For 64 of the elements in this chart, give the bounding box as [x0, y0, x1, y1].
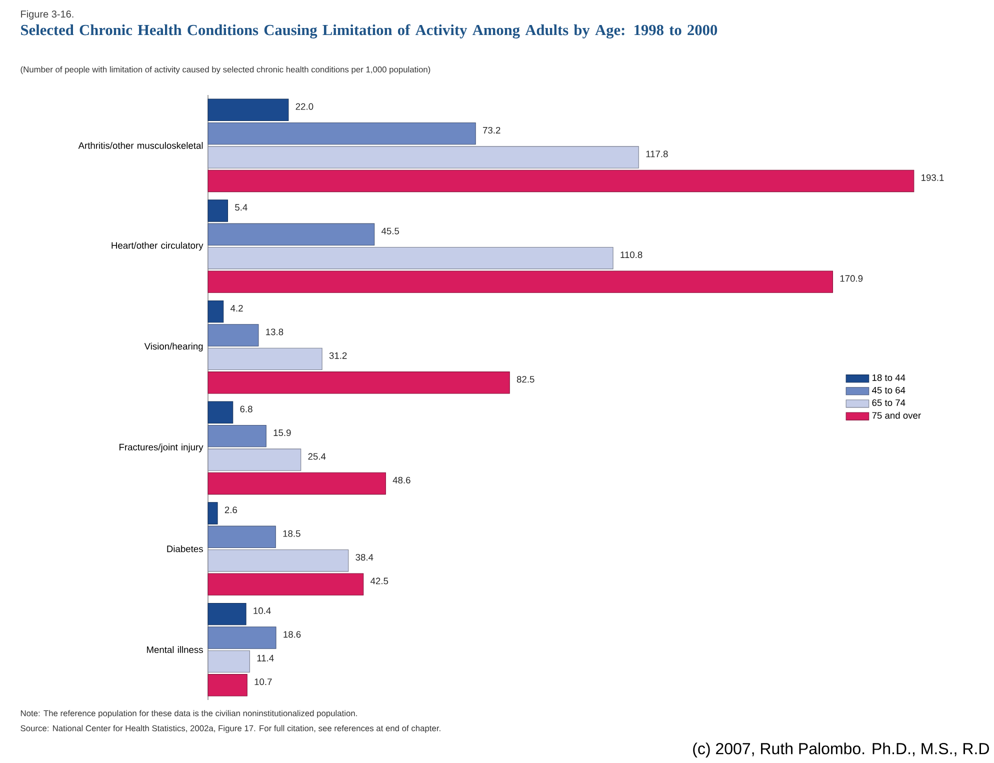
y-tick-label: Arthritis/other musculoskeletal [78, 142, 203, 149]
data-label: 117.8 [646, 150, 668, 158]
bar [208, 650, 250, 673]
data-label: 4.2 [230, 304, 243, 312]
data-label: 170.9 [840, 275, 863, 282]
data-label: 82.5 [516, 376, 534, 383]
text: (c) 2007, Ruth Palombo. Ph.D., M.S., R.D [693, 742, 989, 758]
source-note: Source: National Center for Health Statistics, 2002a, Figure 17. For full citation, see references at end of chapter. [20, 725, 440, 733]
bar [208, 372, 510, 394]
bar [208, 602, 246, 626]
y-tick-label: Mental illness [147, 646, 203, 654]
bar [208, 122, 476, 145]
bar [208, 300, 224, 323]
bar [208, 424, 266, 448]
data-label: 5.4 [235, 204, 248, 211]
data-label: 11.4 [257, 654, 274, 662]
bar [208, 200, 228, 222]
bar [208, 448, 302, 471]
legend-label: 75 and over [872, 412, 921, 419]
y-tick-label: Heart/other circulatory [112, 242, 204, 251]
bar [208, 98, 289, 121]
data-label: 48.6 [392, 476, 410, 484]
data-label: 18.5 [283, 530, 300, 537]
bar [208, 401, 234, 424]
bar [208, 170, 914, 192]
data-label: 18.6 [284, 631, 301, 638]
bar [208, 526, 276, 548]
data-label: 110.8 [620, 251, 642, 258]
bar [208, 626, 276, 649]
data-label: 31.2 [329, 352, 347, 359]
bar [208, 146, 639, 168]
bar [208, 223, 375, 246]
bar [208, 348, 322, 370]
data-label: 6.8 [240, 406, 252, 412]
legend-label: 65 to 74 [872, 399, 906, 406]
data-label: 25.4 [308, 453, 326, 460]
bar [208, 246, 614, 270]
data-label: 45.5 [381, 228, 400, 234]
bar [208, 573, 364, 596]
caption: Figure 3-16. [21, 10, 74, 20]
bar [208, 472, 386, 495]
data-label: 15.9 [274, 429, 291, 436]
data-label: 2.6 [224, 506, 237, 514]
bar [208, 270, 834, 293]
chart-title: Selected Chronic Health Conditions Causing Limitation of Activity Among Adults by Age: 1998 to 2000 [21, 24, 718, 38]
data-label: 193.1 [922, 174, 944, 181]
data-label: 73.2 [483, 126, 500, 134]
y-tick-label: Diabetes [167, 545, 203, 552]
y-tick-label: Vision/hearing [144, 342, 203, 352]
legend-label: 18 to 44 [872, 374, 906, 381]
data-label: 10.7 [254, 678, 272, 686]
data-label: 42.5 [370, 578, 388, 584]
data-label: 10.4 [254, 607, 271, 614]
data-label: 13.8 [266, 328, 284, 336]
bar [208, 324, 259, 346]
legend-label: 45 to 64 [872, 386, 906, 394]
y-tick-label: Fractures/joint injury [120, 444, 204, 452]
bar [208, 674, 248, 696]
text: Note: The reference population for these data is the civilian noninstitutionalized population. [20, 710, 357, 718]
bar [208, 549, 349, 572]
chart-subtitle: (Number of people with limitation of activity caused by selected chronic health conditions per 1,000 population) [20, 66, 430, 74]
data-label: 22.0 [296, 103, 314, 110]
data-label: 38.4 [356, 554, 374, 561]
bar [208, 502, 218, 524]
